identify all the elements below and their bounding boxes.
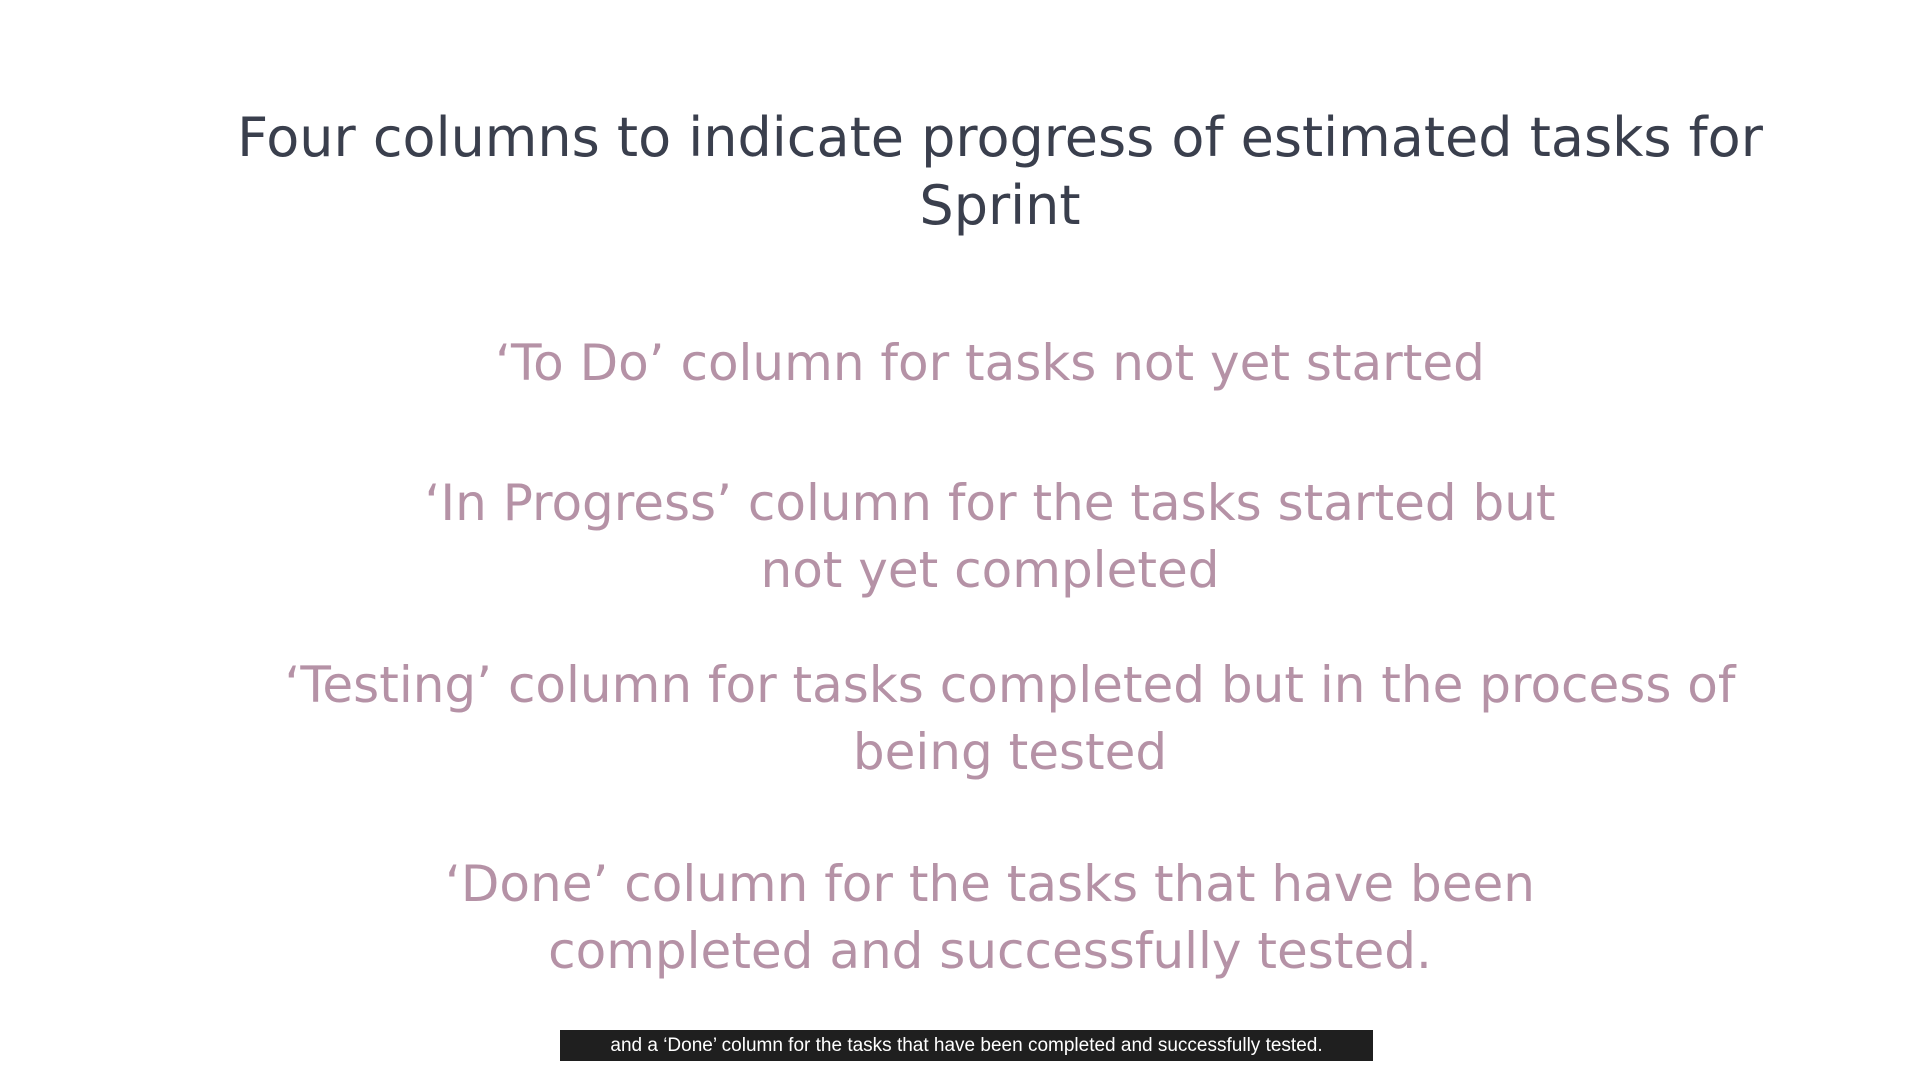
subtitle-caption: and a ‘Done’ column for the tasks that h… <box>560 1030 1373 1061</box>
bullet-done: ‘Done’ column for the tasks that have be… <box>445 855 1535 980</box>
bullet-in-progress: ‘In Progress’ column for the tasks start… <box>424 474 1556 599</box>
bullet-testing: ‘Testing’ column for tasks completed but… <box>284 656 1736 781</box>
slide-title: Four columns to indicate progress of est… <box>237 106 1763 237</box>
bullet-to-do: ‘To Do’ column for tasks not yet started <box>495 334 1485 392</box>
